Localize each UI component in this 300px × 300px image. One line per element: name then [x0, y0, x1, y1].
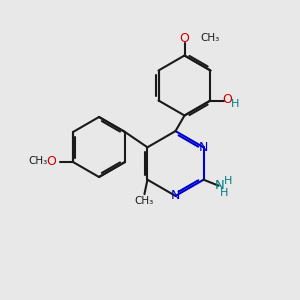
Text: H: H	[220, 188, 228, 198]
Text: H: H	[224, 176, 232, 186]
Text: CH₃: CH₃	[135, 196, 154, 206]
Text: O: O	[46, 154, 56, 168]
Text: N: N	[171, 189, 180, 203]
Text: O: O	[180, 32, 189, 45]
Text: H: H	[231, 99, 239, 109]
Text: N: N	[215, 179, 225, 192]
Text: CH₃: CH₃	[28, 156, 47, 166]
Text: O: O	[222, 93, 232, 106]
Text: N: N	[199, 141, 208, 154]
Text: CH₃: CH₃	[200, 33, 219, 43]
